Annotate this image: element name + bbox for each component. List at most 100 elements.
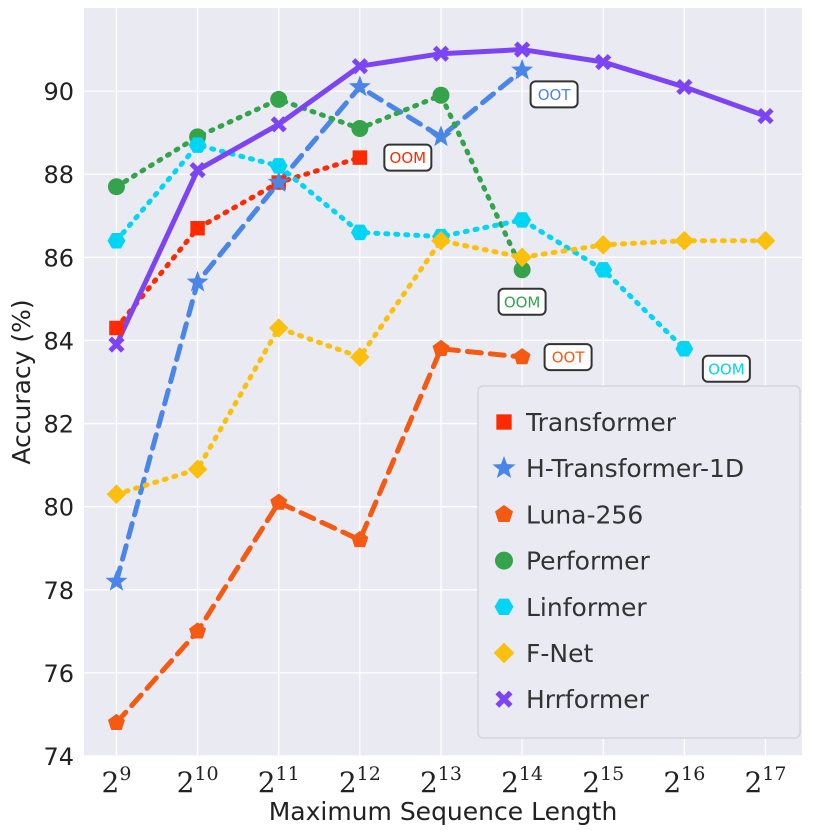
annotation-oom: OOM	[497, 287, 547, 316]
annotation-box	[497, 287, 547, 316]
annotations: OOM OOT OOM OOT OOM	[383, 80, 751, 383]
x-tick-label: 216	[663, 763, 705, 799]
f-net-point	[431, 230, 451, 251]
performer-point	[107, 178, 125, 196]
legend-label: Transformer	[525, 408, 677, 437]
y-tick-label: 84	[43, 327, 74, 355]
f-net-point	[593, 235, 614, 255]
annotation-oot: OOT	[529, 80, 579, 109]
legend-marker	[495, 690, 513, 708]
luna-256-point	[189, 622, 207, 639]
x-tick-label: 213	[420, 763, 462, 799]
legend-marker	[494, 598, 514, 615]
h-transformer-1d-point	[348, 75, 371, 97]
luna-256-point	[270, 493, 288, 510]
y-tick-label: 74	[43, 743, 74, 771]
legend-marker	[495, 551, 513, 570]
legend-label: Performer	[526, 547, 651, 576]
h-transformer-1d-point	[267, 171, 290, 192]
annotation-label: OOT	[538, 86, 572, 104]
y-tick-label: 90	[43, 78, 74, 106]
x-tick-label: 210	[177, 763, 219, 799]
y-tick-label: 82	[43, 411, 74, 439]
transformer-point	[190, 221, 205, 236]
f-net-point	[187, 459, 208, 480]
legend-box	[477, 385, 801, 739]
transformer-point	[352, 150, 368, 165]
y-tick-label: 76	[43, 660, 74, 688]
y-axis-label: Accuracy (%)	[7, 299, 36, 464]
legend-marker	[495, 504, 513, 523]
linformer-point	[350, 224, 369, 241]
luna-256-point	[513, 348, 531, 365]
series-markers	[105, 41, 776, 730]
annotation-oot: OOT	[543, 343, 593, 372]
x-tick-label: 214	[501, 763, 543, 799]
linformer-point	[269, 158, 288, 174]
legend: Transformer H-Transformer-1D Luna-256 Perfo…	[477, 385, 801, 739]
legend-label: F-Net	[526, 639, 593, 668]
legend-item-luna-256: Luna-256	[495, 500, 643, 529]
x-tick-label: 211	[258, 763, 300, 799]
linformer-point	[513, 212, 532, 228]
y-tick-label: 86	[43, 244, 74, 272]
annotation-label: OOT	[552, 349, 586, 367]
hrrformer-point	[595, 53, 612, 71]
x-tick-label: 215	[582, 763, 624, 799]
annotation-oom: OOM	[701, 354, 751, 383]
hrrformer-point	[189, 161, 206, 179]
hrrformer-point	[432, 45, 450, 62]
performer-point	[432, 86, 450, 104]
y-tick-label: 78	[43, 577, 74, 605]
x-tick-label: 29	[101, 763, 131, 799]
legend-label: Luna-256	[526, 500, 643, 529]
legend-marker	[492, 456, 516, 479]
transformer-line	[113, 155, 363, 331]
hrrformer-point	[108, 336, 125, 353]
y-tick-label: 88	[43, 161, 74, 189]
x-tick-label: 212	[339, 763, 381, 799]
annotation-box	[701, 354, 751, 383]
legend-item-f-net: F-Net	[493, 639, 593, 668]
legend-marker	[496, 414, 512, 430]
legend-label: H-Transformer-1D	[526, 454, 744, 483]
f-net-point	[674, 230, 695, 251]
legend-label: Linformer	[526, 593, 647, 622]
x-axis-label: Maximum Sequence Length	[269, 797, 618, 826]
legend-item-h-transformer-1d: H-Transformer-1D	[492, 454, 744, 483]
annotation-box	[529, 80, 579, 109]
annotation-oom: OOM	[383, 143, 433, 172]
legend-item-transformer: Transformer	[496, 408, 677, 437]
luna-256-point	[107, 713, 125, 730]
legend-marker	[493, 642, 515, 664]
transformer-point	[109, 320, 124, 336]
hrrformer-point	[757, 107, 774, 125]
h-transformer-1d-point	[105, 569, 128, 591]
linformer-point	[188, 137, 207, 153]
luna-256-line	[113, 346, 525, 726]
linformer-point	[675, 341, 694, 357]
linformer-line	[113, 142, 687, 352]
luna-256-point	[432, 339, 450, 356]
annotation-box	[383, 143, 433, 172]
legend-label: Hrrformer	[526, 685, 650, 714]
y-tick-labels: 74 76 78 80 82 84 86 88 90	[43, 78, 74, 771]
performer-point	[351, 120, 369, 138]
h-transformer-1d-point	[430, 125, 452, 147]
linformer-point	[107, 232, 126, 249]
y-tick-label: 80	[43, 494, 74, 522]
h-transformer-1d-point	[511, 58, 534, 80]
f-net-point	[755, 230, 776, 251]
legend-item-linformer: Linformer	[494, 593, 647, 622]
f-net-line	[113, 238, 768, 497]
luna-256-point	[351, 530, 369, 548]
linformer-point	[594, 262, 613, 278]
legend-item-performer: Performer	[495, 547, 651, 576]
hrrformer-point	[270, 116, 287, 133]
hrrformer-point	[351, 58, 368, 75]
performer-point	[513, 261, 531, 279]
annotation-box	[543, 343, 593, 372]
hrrformer-point	[676, 78, 693, 96]
f-net-point	[350, 347, 370, 367]
